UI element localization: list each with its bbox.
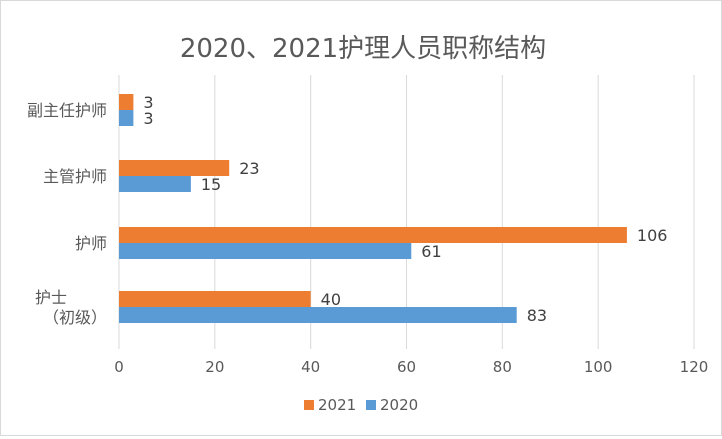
bar-2021 bbox=[119, 291, 311, 307]
x-tick-label: 100 bbox=[584, 358, 613, 376]
legend-swatch-2020 bbox=[366, 400, 376, 410]
category-label: 护师 bbox=[75, 234, 107, 253]
data-label: 106 bbox=[637, 226, 668, 245]
bar-2020 bbox=[119, 176, 191, 192]
bar-2020 bbox=[119, 243, 412, 259]
chart-title: 2020、2021护理人员职称结构 bbox=[180, 34, 546, 64]
data-label: 40 bbox=[321, 290, 341, 309]
x-tick-label: 60 bbox=[397, 358, 416, 376]
data-label: 15 bbox=[201, 175, 221, 194]
category-label: 护士（初级） bbox=[35, 288, 107, 327]
legend: 2021 2020 bbox=[304, 396, 418, 414]
legend-label-2020: 2020 bbox=[380, 396, 418, 414]
x-tick-label: 80 bbox=[493, 358, 512, 376]
data-label: 61 bbox=[421, 242, 441, 261]
data-label: 3 bbox=[143, 109, 153, 128]
bars bbox=[119, 94, 627, 323]
x-tick-label: 40 bbox=[301, 358, 320, 376]
x-tick-label: 0 bbox=[114, 358, 124, 376]
bar-2020 bbox=[119, 307, 517, 323]
legend-label-2021: 2021 bbox=[318, 396, 356, 414]
legend-swatch-2021 bbox=[304, 400, 314, 410]
bar-2021 bbox=[119, 94, 134, 110]
data-label: 3 bbox=[143, 93, 153, 112]
bar-2021 bbox=[119, 227, 627, 243]
data-label: 23 bbox=[239, 159, 259, 178]
bar-2020 bbox=[119, 110, 134, 126]
category-label: 主管护师 bbox=[43, 167, 107, 186]
bar-2021 bbox=[119, 160, 230, 176]
data-label: 83 bbox=[527, 306, 547, 325]
x-tick-labels: 0 20 40 60 80 100 120 bbox=[114, 358, 708, 376]
x-tick-label: 120 bbox=[680, 358, 709, 376]
category-label: 副主任护师 bbox=[27, 101, 107, 120]
data-labels: 33 23 15 106 61 40 83 bbox=[143, 93, 667, 325]
x-tick-label: 20 bbox=[205, 358, 224, 376]
gridlines bbox=[118, 75, 695, 349]
